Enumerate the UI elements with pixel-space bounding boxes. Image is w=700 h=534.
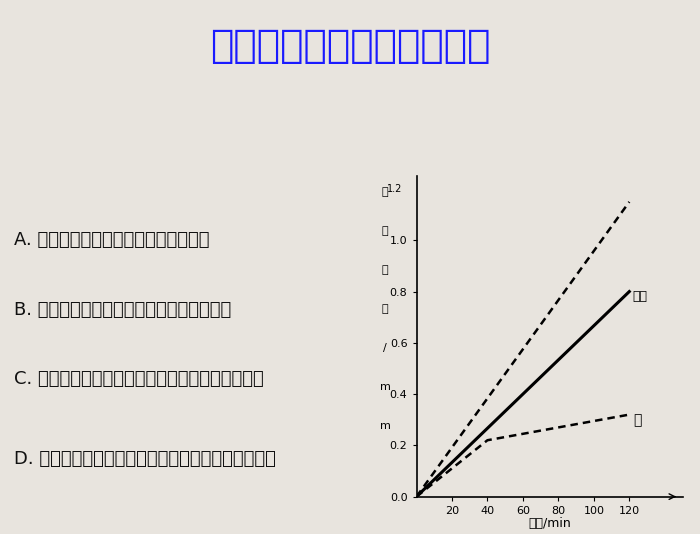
Text: 1.2: 1.2: [387, 184, 402, 194]
Text: 生: 生: [382, 187, 388, 197]
Text: m: m: [379, 382, 391, 392]
Text: 度: 度: [382, 304, 388, 314]
Text: B. 甲为背光侧，其生长素浓度高于对照组的: B. 甲为背光侧，其生长素浓度高于对照组的: [14, 301, 231, 319]
Text: 乙: 乙: [633, 413, 641, 427]
Text: 微信公众号关注：趣找答案: 微信公众号关注：趣找答案: [210, 27, 490, 65]
Text: A. 对照组的燕麦胚芽鞘可能会直立生长: A. 对照组的燕麦胚芽鞘可能会直立生长: [14, 231, 209, 249]
Text: D. 若光照前去除尖端，甲、乙两侧的生长状况不一致: D. 若光照前去除尖端，甲、乙两侧的生长状况不一致: [14, 450, 276, 468]
X-axis label: 时间/min: 时间/min: [528, 517, 571, 530]
Text: m: m: [379, 421, 391, 431]
Text: 长: 长: [382, 265, 388, 275]
Text: C. 乙为向光侧，其生长素浓度低于甲侧和对照组的: C. 乙为向光侧，其生长素浓度低于甲侧和对照组的: [14, 370, 264, 388]
Text: 长: 长: [382, 226, 388, 236]
Text: /: /: [383, 343, 387, 353]
Text: 对照: 对照: [633, 290, 648, 303]
